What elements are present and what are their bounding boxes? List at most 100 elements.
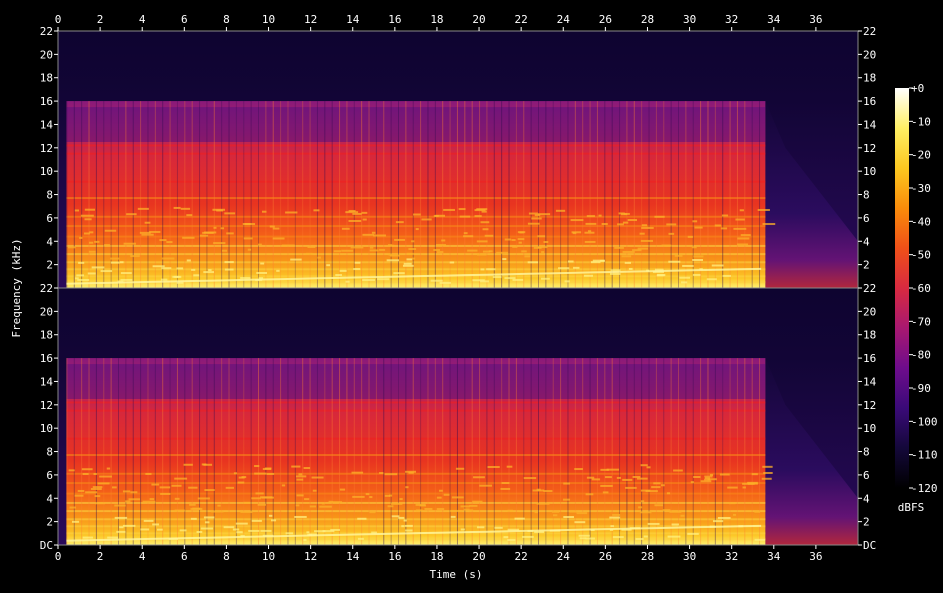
note-blip bbox=[157, 528, 163, 531]
y-tick-label: 20 bbox=[40, 48, 53, 61]
onset-line bbox=[346, 358, 348, 545]
note-blip bbox=[145, 472, 152, 475]
note-blip bbox=[341, 249, 354, 252]
onset-line bbox=[243, 101, 245, 288]
onset-line bbox=[88, 358, 90, 545]
note-blip bbox=[303, 467, 311, 470]
note-blip bbox=[128, 498, 141, 501]
onset-line bbox=[515, 358, 517, 545]
note-blip bbox=[332, 501, 343, 504]
onset-line bbox=[545, 358, 547, 545]
note-blip bbox=[584, 274, 594, 277]
note-blip bbox=[673, 469, 683, 472]
note-blip bbox=[460, 528, 465, 531]
note-blip bbox=[116, 530, 126, 533]
onset-line bbox=[390, 358, 392, 545]
onset-line bbox=[582, 101, 584, 288]
y-tick-label: 2 bbox=[863, 259, 870, 272]
onset-line bbox=[405, 358, 407, 545]
note-blip bbox=[151, 483, 160, 486]
note-blip bbox=[543, 240, 549, 243]
note-blip bbox=[137, 207, 149, 210]
onset-line bbox=[633, 358, 635, 545]
colorbar-tick-label: -90 bbox=[911, 382, 931, 395]
note-blip bbox=[571, 231, 582, 234]
note-blip bbox=[174, 497, 180, 500]
note-blip bbox=[384, 473, 398, 476]
note-blip bbox=[476, 526, 485, 529]
onset-line bbox=[272, 101, 274, 288]
y-tick-label: 4 bbox=[46, 492, 53, 505]
onset-line bbox=[589, 358, 591, 545]
note-blip bbox=[303, 538, 307, 541]
onset-line bbox=[250, 101, 252, 288]
note-blip bbox=[612, 513, 621, 516]
onset-line bbox=[434, 358, 436, 545]
onset-line bbox=[552, 101, 554, 288]
harmonic-streak bbox=[66, 180, 766, 183]
note-blip bbox=[80, 214, 94, 217]
onset-line bbox=[707, 101, 709, 288]
onset-line bbox=[250, 358, 252, 545]
note-blip bbox=[576, 512, 588, 515]
note-blip bbox=[709, 474, 714, 477]
note-blip bbox=[450, 509, 463, 512]
note-blip bbox=[391, 502, 403, 505]
note-blip bbox=[601, 223, 608, 226]
note-blip bbox=[120, 272, 132, 275]
onset-line bbox=[235, 358, 237, 545]
onset-line bbox=[258, 101, 259, 288]
note-blip bbox=[733, 227, 747, 230]
note-blip bbox=[260, 496, 273, 499]
onset-line bbox=[722, 101, 724, 288]
onset-line bbox=[302, 358, 304, 545]
note-blip bbox=[251, 497, 261, 500]
onset-line bbox=[589, 101, 591, 288]
note-blip bbox=[401, 525, 405, 528]
note-blip bbox=[762, 223, 776, 226]
onset-line bbox=[309, 358, 311, 545]
onset-line bbox=[464, 101, 466, 288]
note-blip bbox=[99, 475, 112, 478]
onset-line bbox=[199, 101, 201, 288]
onset-line bbox=[324, 358, 326, 545]
note-blip bbox=[612, 536, 624, 539]
note-blip bbox=[463, 232, 468, 235]
note-blip bbox=[232, 528, 240, 531]
note-blip bbox=[82, 473, 89, 476]
y-tick-label: 6 bbox=[863, 212, 870, 225]
note-blip bbox=[586, 215, 595, 218]
onset-line bbox=[648, 101, 650, 288]
note-blip bbox=[119, 526, 124, 529]
note-blip bbox=[747, 481, 758, 484]
harmonic-streak bbox=[66, 281, 766, 284]
note-blip bbox=[149, 230, 161, 233]
note-blip bbox=[186, 259, 191, 262]
note-blip bbox=[421, 218, 432, 221]
note-blip bbox=[518, 241, 522, 244]
note-blip bbox=[528, 212, 539, 215]
y-tick-label: 12 bbox=[40, 399, 53, 412]
note-blip bbox=[408, 471, 414, 474]
x-tick-label: 26 bbox=[599, 13, 612, 26]
note-blip bbox=[120, 278, 133, 281]
note-blip bbox=[159, 239, 167, 242]
note-blip bbox=[341, 227, 350, 230]
onset-line bbox=[427, 101, 429, 288]
note-blip bbox=[328, 500, 333, 503]
note-blip bbox=[555, 209, 566, 212]
note-blip bbox=[737, 237, 750, 240]
note-blip bbox=[77, 489, 85, 492]
note-blip bbox=[243, 501, 251, 504]
onset-line bbox=[199, 358, 201, 545]
note-blip bbox=[692, 258, 703, 261]
onset-line bbox=[567, 101, 569, 288]
note-blip bbox=[511, 239, 516, 242]
onset-line bbox=[383, 101, 385, 288]
onset-line bbox=[501, 358, 503, 545]
note-blip bbox=[403, 262, 412, 265]
note-blip bbox=[110, 261, 120, 264]
onset-line bbox=[611, 358, 613, 545]
note-blip bbox=[622, 250, 635, 253]
